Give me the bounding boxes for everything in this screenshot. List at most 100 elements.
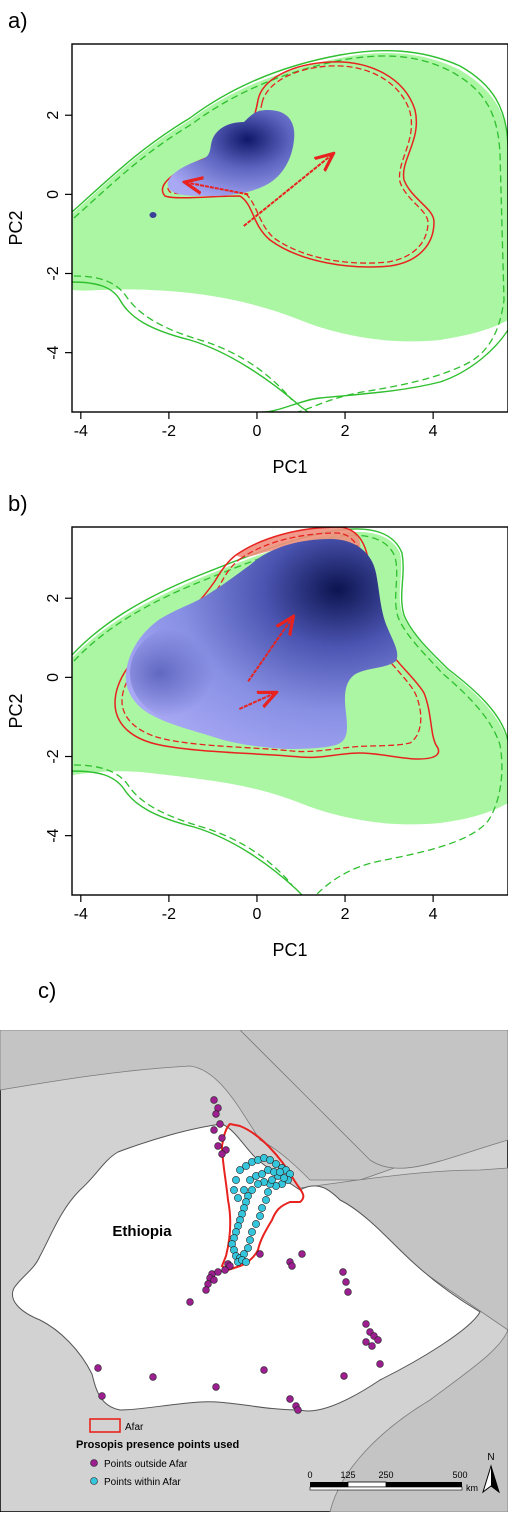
legend-within-marker: [90, 1477, 98, 1485]
panel-b-label: b): [8, 491, 28, 516]
legend-title: Prosopis presence points used: [76, 1439, 239, 1451]
presence-point-outside: [374, 1336, 382, 1344]
presence-point-within: [230, 1186, 238, 1194]
presence-point-outside: [362, 1320, 370, 1328]
presence-point-within: [280, 1174, 288, 1182]
presence-point-outside: [210, 1096, 218, 1104]
presence-point-within: [248, 1228, 256, 1236]
presence-point-outside: [212, 1383, 220, 1391]
presence-point-outside: [344, 1288, 352, 1296]
x-tick-label: 0: [253, 423, 262, 440]
y-axis-title: PC2: [6, 693, 26, 728]
presence-point-outside: [221, 1266, 229, 1274]
presence-point-outside: [212, 1110, 220, 1118]
scale-tick-250: 250: [378, 1470, 393, 1480]
y-tick-label: -2: [45, 749, 62, 763]
x-axis-title: PC1: [272, 457, 307, 477]
presence-point-within: [258, 1204, 266, 1212]
x-tick-label: -2: [162, 423, 176, 440]
centroid-shift-arrow: [238, 693, 274, 710]
invaded-density-shade: [130, 623, 250, 723]
pca-chart-b: -4 -2 0 2 4 2 0 -2 -4 PC1 PC2: [6, 526, 508, 960]
panel-a-label: a): [8, 8, 28, 33]
niche-contour-dashed: [73, 55, 505, 412]
x-tick-label: -2: [162, 906, 176, 923]
legend-outside-marker: [90, 1459, 98, 1467]
centroid-shift-arrow: [247, 618, 292, 682]
legend-afar-swatch: [89, 1418, 121, 1433]
x-tick-label: 2: [341, 906, 350, 923]
presence-point-within: [258, 1170, 266, 1178]
plot-frame: [71, 526, 508, 896]
presence-point-within: [272, 1160, 280, 1168]
presence-point-outside: [342, 1278, 350, 1286]
presence-point-outside: [214, 1142, 222, 1150]
presence-point-outside: [256, 1250, 264, 1258]
presence-point-within: [256, 1212, 264, 1220]
scale-bar: [309, 1481, 463, 1491]
presence-point-within: [268, 1176, 276, 1184]
presence-point-within: [236, 1166, 244, 1174]
north-arrow-half: [491, 1466, 499, 1492]
y-tick-label: 2: [45, 111, 62, 120]
country-label: Ethiopia: [112, 1223, 172, 1240]
presence-point-within: [234, 1194, 242, 1202]
presence-point-outside: [210, 1126, 218, 1134]
presence-point-within: [242, 1162, 250, 1170]
presence-point-outside: [226, 1262, 234, 1270]
presence-point-within: [276, 1168, 284, 1176]
presence-point-outside: [286, 1395, 294, 1403]
x-axis-title: PC1: [272, 940, 307, 960]
y-tick-label: -4: [45, 828, 62, 842]
presence-point-outside: [376, 1360, 384, 1368]
panel-c-label: c): [38, 978, 57, 1003]
x-tick-label: -4: [74, 423, 88, 440]
centroid-shift-arrow: [187, 182, 249, 196]
scale-tick-0: 0: [307, 1470, 312, 1480]
niche-contour-solid: [72, 528, 508, 895]
presence-point-outside: [214, 1268, 222, 1276]
native-contour-solid: [161, 61, 435, 268]
presence-point-outside: [186, 1298, 194, 1306]
presence-point-outside: [339, 1268, 347, 1276]
presence-point-outside: [149, 1373, 157, 1381]
presence-point-outside: [298, 1250, 306, 1258]
north-label: N: [487, 1452, 494, 1463]
scale-tick-500: 500: [452, 1470, 467, 1480]
presence-point-outside: [294, 1406, 302, 1414]
presence-point-within: [266, 1156, 274, 1164]
presence-point-outside: [98, 1392, 106, 1400]
presence-point-outside: [218, 1134, 226, 1142]
presence-point-outside: [210, 1276, 218, 1284]
presence-point-within: [248, 1186, 256, 1194]
presence-point-within: [252, 1220, 260, 1228]
presence-point-outside: [216, 1120, 224, 1128]
presence-point-within: [244, 1244, 252, 1252]
presence-point-within: [246, 1236, 254, 1244]
pca-chart-a: -4 -2 0 2 4 2 0 -2 -4 PC1 PC2: [6, 43, 508, 477]
native-contour-dashed: [167, 65, 429, 264]
presence-point-within: [262, 1196, 270, 1204]
presence-point-outside: [368, 1342, 376, 1350]
invaded-density-fill: [167, 110, 295, 196]
legend-afar-label: Afar: [125, 1422, 144, 1433]
presence-point-outside: [288, 1262, 296, 1270]
x-tick-label: 4: [429, 423, 438, 440]
x-tick-label: 4: [429, 906, 438, 923]
x-tick-label: 0: [253, 906, 262, 923]
y-axis-title: PC2: [6, 210, 26, 245]
presence-point-within: [242, 1258, 250, 1266]
presence-point-outside: [218, 1150, 226, 1158]
y-tick-label: 0: [45, 190, 62, 199]
afar-region: [220, 1122, 305, 1272]
presence-point-within: [264, 1188, 272, 1196]
niche-density-fill: [72, 53, 508, 342]
x-tick-label: 2: [341, 423, 350, 440]
presence-point-outside: [94, 1364, 102, 1372]
scale-tick-125: 125: [340, 1470, 355, 1480]
presence-point-outside: [260, 1366, 268, 1374]
presence-point-within: [240, 1186, 248, 1194]
niche-contour-solid: [72, 49, 508, 412]
arabia-land: [239, 1029, 508, 1169]
y-tick-label: -2: [45, 266, 62, 280]
